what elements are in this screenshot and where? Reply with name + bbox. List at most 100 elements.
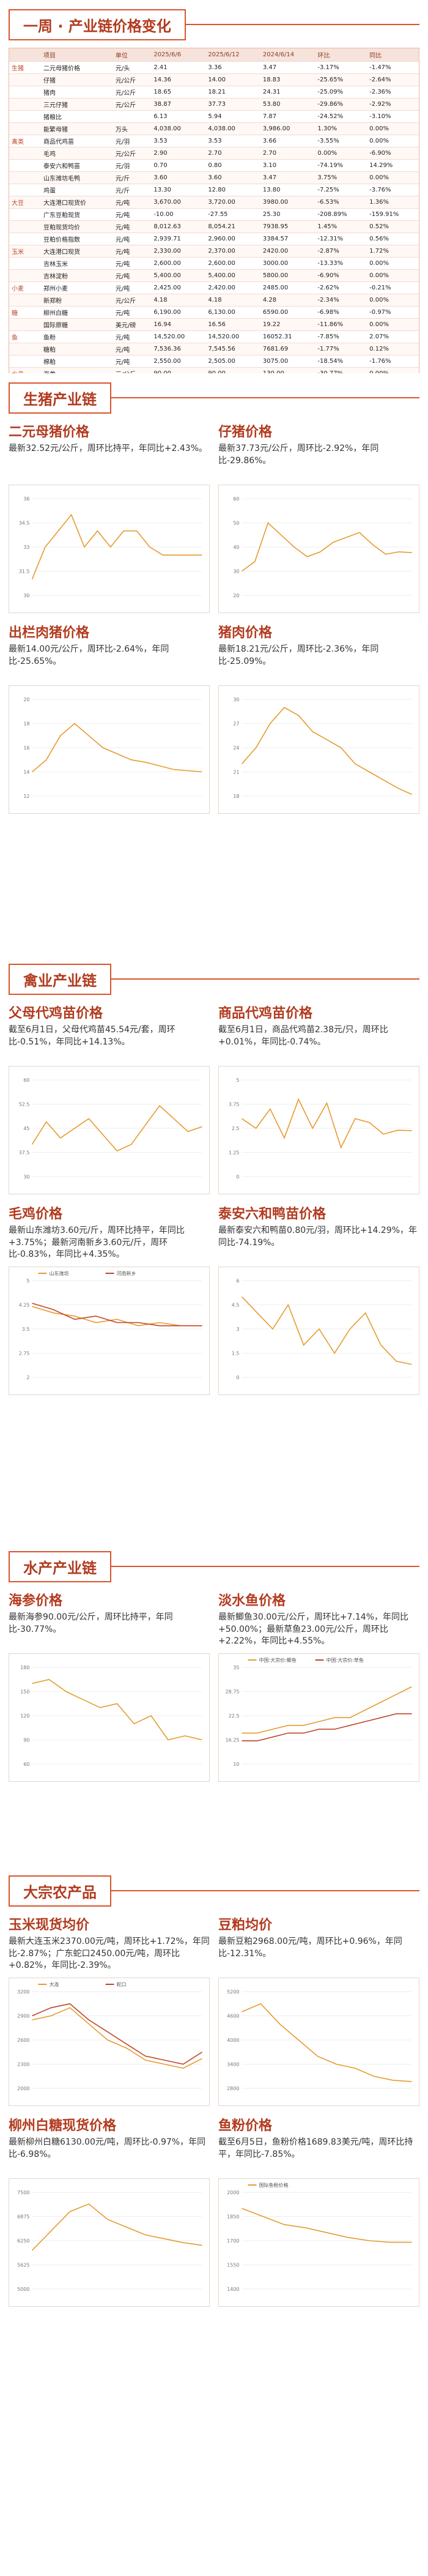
y-tick-label: 7500	[17, 2190, 29, 2195]
table-cell: 2,505.00	[205, 355, 260, 368]
table-cell: 16052.31	[260, 330, 315, 343]
table-cell: 16.94	[151, 318, 206, 331]
section-title: 禽业产业链	[9, 963, 111, 995]
table-cell: 4,038.00	[151, 122, 206, 135]
table-cell: 7938.95	[260, 220, 315, 233]
y-tick-label: 10	[233, 1762, 239, 1767]
chart-fresh: 10 16.25 22.5 28.75 35 中国:大宗价:鲫鱼 中国:大宗价:草鱼	[218, 1653, 419, 1782]
y-tick-label: 22.5	[229, 1713, 240, 1719]
cell-category	[9, 294, 41, 307]
table-cell: -6.90%	[367, 147, 419, 160]
y-tick-label: 28.75	[226, 1689, 240, 1695]
card-title: 柳州白糖现货价格	[9, 2118, 117, 2134]
chart-sow: 30 31.5 33 34.5 36	[9, 485, 210, 613]
table-cell: 7,545.56	[205, 343, 260, 356]
card-meal: 豆粕均价 最新豆粕2968.00元/吨，周环比+0.96%，年同比-12.31%。…	[218, 1914, 419, 2106]
card-desc: 最新山东潍坊3.60元/斤，周环比持平，年同比+3.75%；最新河南新乡3.60…	[9, 1226, 185, 1260]
card-desc: 最新柳州白糖6130.00元/吨，周环比-0.97%，年同比-6.98%。	[9, 2137, 206, 2159]
y-tick-label: 2800	[227, 2086, 239, 2091]
table-cell: 14,520.00	[151, 330, 206, 343]
table-cell: 三元仔猪	[41, 98, 113, 111]
y-tick-label: 2900	[17, 2014, 29, 2019]
table-cell: 3.36	[205, 61, 260, 74]
table-cell: 25.30	[260, 208, 315, 221]
y-tick-label: 5	[26, 1278, 29, 1284]
card-broiler: 毛鸡价格 最新山东潍坊3.60元/斤，周环比持平，年同比+3.75%；最新河南新乡…	[9, 1203, 210, 1395]
table-cell: 毛鸡	[41, 147, 113, 160]
y-tick-label: 14	[23, 770, 29, 775]
card-piglet: 仔猪价格 最新37.73元/公斤，周环比-2.92%，年同比-29.86%。 20 3…	[218, 421, 419, 613]
table-cell: 4.18	[151, 294, 206, 307]
table-cell: 38.87	[151, 98, 206, 111]
table-cell: 13.80	[260, 184, 315, 196]
table-cell: -3.10%	[367, 110, 419, 123]
table-cell: 棉粕	[41, 355, 113, 368]
y-tick-label: 1400	[227, 2287, 239, 2292]
y-tick-label: 6250	[17, 2238, 29, 2244]
y-tick-label: 4.5	[232, 1303, 240, 1308]
y-tick-label: 40	[233, 545, 239, 550]
card-desc: 最新海参90.00元/公斤，周环比持平，年同比-30.77%。	[9, 1612, 173, 1634]
y-tick-label: 30	[23, 593, 29, 598]
table-cell: 元/斤	[113, 171, 152, 184]
section-header: 一周 · 产业链价格变化	[9, 7, 419, 42]
card-desc: 最新32.52元/公斤，周环比持平，年同比+2.43%。	[9, 444, 207, 453]
y-tick-label: 24	[233, 745, 239, 751]
card-title: 出栏肉猪价格	[9, 625, 90, 641]
card-pork: 猪肉价格 最新18.21元/公斤，周环比-2.36%，年同比-25.09%。 18 2…	[218, 622, 419, 814]
table-cell: 3,670.00	[151, 196, 206, 209]
table-cell: 0.12%	[367, 343, 419, 356]
card-title: 二元母猪价格	[9, 425, 90, 440]
table-cell: 元/公斤	[113, 98, 152, 111]
card-title: 父母代鸡苗价格	[9, 1006, 103, 1021]
header-rule	[9, 978, 419, 980]
table-row: 玉米 大连港口现货 元/吨 2,330.00 2,370.00 2420.00 -2.87%…	[9, 245, 419, 258]
table-row: 小麦 郑州小麦 元/吨 2,425.00 2,420.00 2485.00 -2.62% -0…	[9, 281, 419, 294]
chart-svg: 2 2.75 3.5 4.25 5 山东潍坊 河南新乡	[19, 1270, 202, 1380]
card-sea: 海参价格 最新海参90.00元/公斤，周环比持平，年同比-30.77%。 60 90 1…	[9, 1590, 210, 1782]
section-title: 大宗农产品	[9, 1875, 111, 1907]
table-cell: 2,600.00	[151, 257, 206, 270]
table-row: 猪肉 元/公斤 18.65 18.21 24.31 -25.09% -2.36%	[9, 86, 419, 99]
table-cell: 3.10	[260, 159, 315, 172]
table-cell: -27.55	[205, 208, 260, 221]
table-cell: -7.25%	[315, 184, 367, 196]
y-tick-label: 2000	[227, 2190, 239, 2195]
table-cell: -13.33%	[315, 257, 367, 270]
series-line	[32, 1303, 202, 1327]
col-wow: 环比	[315, 48, 367, 62]
card-sugar: 柳州白糖现货价格最新柳州白糖6130.00元/吨，周环比-0.97%，年同比-6…	[9, 2115, 210, 2307]
table-cell: 吉林淀粉	[41, 269, 113, 282]
table-row: 山东潍坊毛鸭 元/斤 3.60 3.60 3.47 3.75% 0.00%	[9, 171, 419, 184]
legend-label: 山东潍坊	[50, 1270, 69, 1276]
table-cell: 1.30%	[315, 122, 367, 135]
table-cell: -159.91%	[367, 208, 419, 221]
table-cell: 1.36%	[367, 196, 419, 209]
col-yoy: 同比	[367, 48, 419, 62]
table-cell: 7681.69	[260, 343, 315, 356]
chart-meal: 2800 3400 4000 4600 5200	[218, 1978, 419, 2106]
y-tick-label: 16.25	[226, 1738, 240, 1743]
table-cell: 元/吨	[113, 281, 152, 294]
y-tick-label: 1.5	[232, 1351, 240, 1357]
y-tick-label: 4.25	[19, 1303, 30, 1308]
table-cell: 2485.00	[260, 281, 315, 294]
table-cell: 郑州小麦	[41, 281, 113, 294]
card-desc: 最新14.00元/公斤，周环比-2.64%，年同比-25.65%。	[9, 644, 169, 666]
series-line	[31, 513, 202, 580]
y-tick-label: 34.5	[19, 521, 30, 526]
y-tick-label: 1850	[227, 2214, 239, 2220]
card-sow: 二元母猪价格最新32.52元/公斤，周环比持平，年同比+2.43%。 30 31.5…	[9, 421, 210, 613]
table-cell: 7.87	[260, 110, 315, 123]
y-tick-label: 2.5	[232, 1126, 240, 1131]
card-fresh: 淡水鱼价格 最新鲫鱼30.00元/公斤，周环比+7.14%，年同比+50.00%；…	[218, 1590, 419, 1782]
card-title: 猪肉价格	[218, 625, 273, 641]
table-cell: 国际原糖	[41, 318, 113, 331]
card-duck: 泰安六和鸭苗价格 最新泰安六和鸭苗0.80元/羽，周环比+14.29%，年同比-7…	[218, 1203, 419, 1395]
table-cell: -6.98%	[315, 306, 367, 319]
y-tick-label: 5000	[17, 2287, 29, 2292]
table-cell: 19.22	[260, 318, 315, 331]
series-line	[242, 2003, 412, 2082]
table-cell: -2.62%	[315, 281, 367, 294]
cell-category	[9, 86, 41, 99]
